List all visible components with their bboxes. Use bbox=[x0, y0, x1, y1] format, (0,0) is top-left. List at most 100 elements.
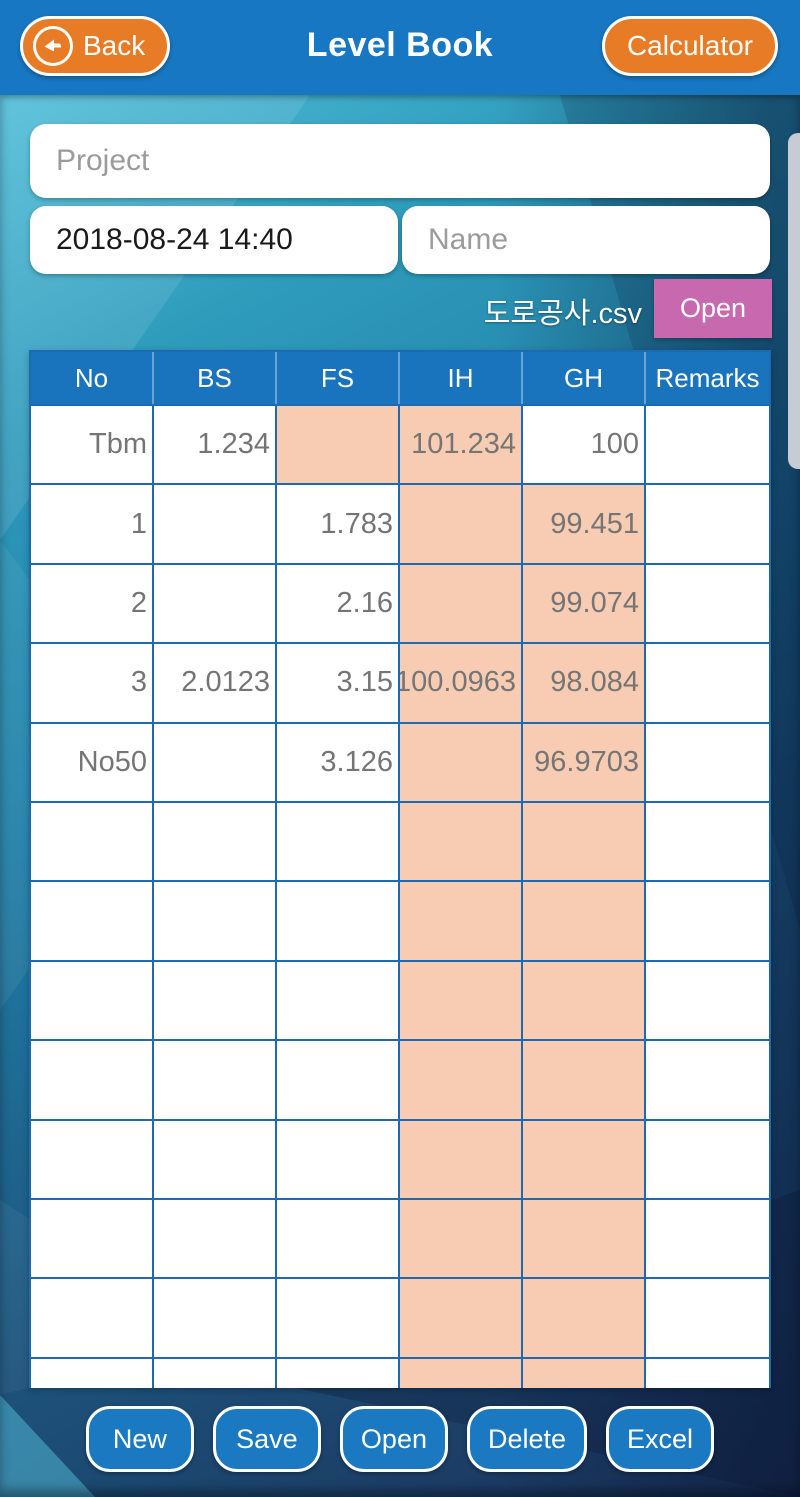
table-cell-r11-c5[interactable] bbox=[646, 1277, 769, 1357]
table-cell-r0-c4[interactable]: 100 bbox=[523, 404, 646, 484]
table-cell-r8-c0[interactable] bbox=[31, 1039, 154, 1119]
table-cell-r9-c5[interactable] bbox=[646, 1118, 769, 1198]
calculator-button[interactable]: Calculator bbox=[601, 16, 778, 76]
table-cell-r5-c1[interactable] bbox=[154, 800, 277, 881]
back-arrow-icon bbox=[33, 26, 73, 66]
save-button[interactable]: Save bbox=[212, 1406, 321, 1472]
table-cell-r6-c5[interactable] bbox=[646, 880, 769, 960]
table-cell-r8-c5[interactable] bbox=[646, 1039, 769, 1119]
table-cell-r12-c4[interactable] bbox=[523, 1356, 646, 1388]
table-cell-r8-c2[interactable] bbox=[277, 1039, 400, 1119]
open-file-button[interactable]: Open bbox=[654, 279, 772, 338]
table-cell-r6-c4[interactable] bbox=[523, 880, 646, 960]
col-header-gh: GH bbox=[523, 352, 646, 404]
table-cell-r2-c5[interactable] bbox=[646, 562, 769, 643]
table-cell-r7-c1[interactable] bbox=[154, 959, 277, 1040]
new-button[interactable]: New bbox=[85, 1406, 194, 1472]
table-cell-r7-c5[interactable] bbox=[646, 959, 769, 1040]
table-cell-r4-c0[interactable]: No50 bbox=[31, 721, 154, 801]
table-cell-r5-c5[interactable] bbox=[646, 800, 769, 881]
datetime-input[interactable] bbox=[30, 206, 398, 274]
table-cell-r7-c0[interactable] bbox=[31, 959, 154, 1040]
table-cell-r2-c1[interactable] bbox=[154, 562, 277, 643]
table-cell-r0-c3[interactable]: 101.234 bbox=[400, 404, 523, 484]
table-cell-r10-c3[interactable] bbox=[400, 1197, 523, 1278]
table-cell-r3-c0[interactable]: 3 bbox=[31, 642, 154, 722]
table-cell-r12-c3[interactable] bbox=[400, 1356, 523, 1388]
page-title: Level Book bbox=[306, 26, 494, 64]
table-container: No BS FS IH GH Remarks Tbm 1.234 101.234 10… bbox=[29, 350, 771, 1388]
name-input[interactable] bbox=[402, 206, 770, 274]
table-cell-r7-c3[interactable] bbox=[400, 959, 523, 1040]
table-header-row: No BS FS IH GH Remarks bbox=[31, 352, 769, 404]
table-cell-r5-c3[interactable] bbox=[400, 800, 523, 881]
table-cell-r6-c3[interactable] bbox=[400, 880, 523, 960]
table-cell-r2-c2[interactable]: 2.16 bbox=[277, 562, 400, 643]
table-cell-r12-c5[interactable] bbox=[646, 1356, 769, 1388]
back-button[interactable]: Back bbox=[20, 16, 171, 76]
table-cell-r11-c4[interactable] bbox=[523, 1277, 646, 1357]
table-cell-r9-c3[interactable] bbox=[400, 1118, 523, 1198]
table-body: Tbm 1.234 101.234 100 1 1.783 99.451 2 2.16 99.07… bbox=[31, 404, 769, 1388]
table-cell-r4-c2[interactable]: 3.126 bbox=[277, 721, 400, 801]
table-cell-r9-c4[interactable] bbox=[523, 1118, 646, 1198]
table-cell-r10-c2[interactable] bbox=[277, 1197, 400, 1278]
table-cell-r8-c4[interactable] bbox=[523, 1039, 646, 1119]
table-cell-r6-c2[interactable] bbox=[277, 880, 400, 960]
table-cell-r10-c1[interactable] bbox=[154, 1197, 277, 1278]
table-cell-r8-c1[interactable] bbox=[154, 1039, 277, 1119]
table-cell-r0-c0[interactable]: Tbm bbox=[31, 404, 154, 484]
table-cell-r5-c4[interactable] bbox=[523, 800, 646, 881]
table-cell-r1-c0[interactable]: 1 bbox=[31, 483, 154, 563]
table-cell-r12-c2[interactable] bbox=[277, 1356, 400, 1388]
table-cell-r0-c5[interactable] bbox=[646, 404, 769, 484]
excel-button[interactable]: Excel bbox=[606, 1406, 715, 1472]
table-cell-r2-c3[interactable] bbox=[400, 562, 523, 643]
table-cell-r3-c5[interactable] bbox=[646, 642, 769, 722]
table-cell-r1-c5[interactable] bbox=[646, 483, 769, 563]
project-input[interactable] bbox=[30, 124, 770, 198]
table-cell-r4-c1[interactable] bbox=[154, 721, 277, 801]
table-cell-r4-c4[interactable]: 96.9703 bbox=[523, 721, 646, 801]
table-cell-r10-c0[interactable] bbox=[31, 1197, 154, 1278]
table-cell-r6-c1[interactable] bbox=[154, 880, 277, 960]
table-cell-r9-c2[interactable] bbox=[277, 1118, 400, 1198]
col-header-bs: BS bbox=[154, 352, 277, 404]
table-cell-r11-c3[interactable] bbox=[400, 1277, 523, 1357]
csv-filename-label: 도로공사.csv bbox=[483, 298, 642, 330]
table-cell-r4-c5[interactable] bbox=[646, 721, 769, 801]
col-header-no: No bbox=[31, 352, 154, 404]
table-cell-r1-c1[interactable] bbox=[154, 483, 277, 563]
table-cell-r11-c0[interactable] bbox=[31, 1277, 154, 1357]
table-cell-r3-c3[interactable]: 100.0963 bbox=[400, 642, 523, 722]
scrollbar-thumb[interactable] bbox=[788, 133, 800, 469]
table-cell-r0-c2[interactable] bbox=[277, 404, 400, 484]
table-cell-r5-c0[interactable] bbox=[31, 800, 154, 881]
table-cell-r0-c1[interactable]: 1.234 bbox=[154, 404, 277, 484]
table-cell-r11-c2[interactable] bbox=[277, 1277, 400, 1357]
table-cell-r1-c4[interactable]: 99.451 bbox=[523, 483, 646, 563]
table-cell-r4-c3[interactable] bbox=[400, 721, 523, 801]
table-cell-r12-c0[interactable] bbox=[31, 1356, 154, 1388]
table-cell-r1-c3[interactable] bbox=[400, 483, 523, 563]
delete-button[interactable]: Delete bbox=[466, 1406, 588, 1472]
open-button[interactable]: Open bbox=[339, 1406, 448, 1472]
table-cell-r3-c1[interactable]: 2.0123 bbox=[154, 642, 277, 722]
table-cell-r1-c2[interactable]: 1.783 bbox=[277, 483, 400, 563]
table-cell-r3-c2[interactable]: 3.15 bbox=[277, 642, 400, 722]
table-cell-r10-c4[interactable] bbox=[523, 1197, 646, 1278]
table-cell-r5-c2[interactable] bbox=[277, 800, 400, 881]
col-header-ih: IH bbox=[400, 352, 523, 404]
table-cell-r7-c4[interactable] bbox=[523, 959, 646, 1040]
table-cell-r7-c2[interactable] bbox=[277, 959, 400, 1040]
table-cell-r12-c1[interactable] bbox=[154, 1356, 277, 1388]
table-cell-r9-c0[interactable] bbox=[31, 1118, 154, 1198]
table-cell-r3-c4[interactable]: 98.084 bbox=[523, 642, 646, 722]
table-cell-r2-c0[interactable]: 2 bbox=[31, 562, 154, 643]
table-cell-r6-c0[interactable] bbox=[31, 880, 154, 960]
table-cell-r11-c1[interactable] bbox=[154, 1277, 277, 1357]
table-cell-r2-c4[interactable]: 99.074 bbox=[523, 562, 646, 643]
table-cell-r9-c1[interactable] bbox=[154, 1118, 277, 1198]
table-cell-r8-c3[interactable] bbox=[400, 1039, 523, 1119]
table-cell-r10-c5[interactable] bbox=[646, 1197, 769, 1278]
